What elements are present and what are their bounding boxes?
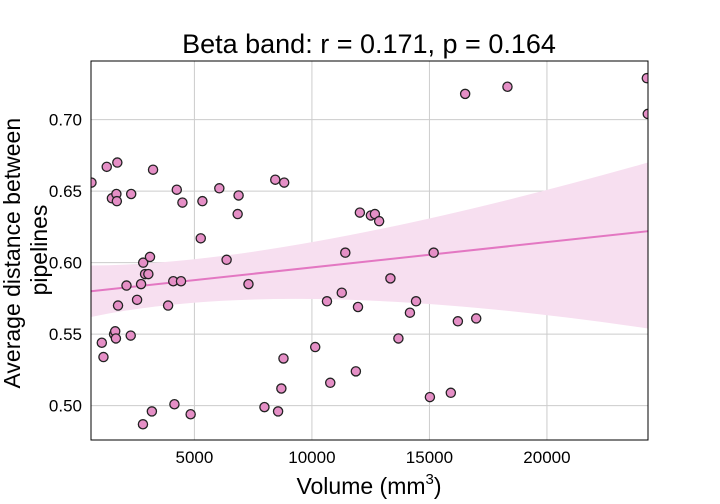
data-point-22 [146,406,158,417]
data-point-9 [111,195,123,207]
data-point-58 [410,296,422,307]
x-tick-label: 20000 [523,448,570,467]
data-point-39 [270,174,281,185]
data-point-27 [171,184,183,195]
data-point-43 [278,177,290,188]
data-point-3 [101,161,112,173]
data-point-45 [321,296,333,307]
data-point-14 [125,188,137,200]
data-point-60 [428,247,439,258]
data-point-35 [232,208,243,220]
data-point-17 [137,419,149,430]
data-point-18 [137,257,149,268]
data-point-61 [445,387,457,399]
chart-title: Beta band: r = 0.171, p = 0.164 [182,29,556,59]
confidence-band [91,162,648,329]
data-point-29 [177,197,188,208]
data-point-59 [424,391,436,403]
data-point-63 [459,88,471,100]
plot-frame [90,60,649,441]
data-point-34 [221,254,232,266]
x-axis-label-superscript: 3 [426,471,434,488]
data-point-46 [325,377,336,389]
data-point-65 [502,81,513,92]
data-point-37 [243,278,254,290]
y-axis-label-line-1: Average distance between [0,118,25,389]
data-point-50 [352,301,364,313]
y-tick-label: 0.60 [49,254,82,273]
data-point-56 [393,333,404,344]
y-tick-label: 0.70 [49,111,82,130]
plot-area: 5000 10000 15000 20000 0.50 0.55 0.60 0.65 0.70 [49,60,649,467]
data-point-41 [276,383,287,394]
data-point-13 [125,330,136,341]
data-point-57 [404,307,416,318]
data-point-7 [110,333,122,344]
data-point-33 [214,183,225,194]
data-point-36 [233,190,244,201]
x-axis-label: Volume (mm3) [296,471,441,499]
data-point-55 [385,273,396,284]
data-point-47 [336,287,348,298]
data-point-30 [185,409,196,420]
data-point-23 [147,164,159,175]
data-point-32 [197,195,208,207]
data-point-49 [350,366,362,377]
data-point-2 [98,351,109,363]
data-point-40 [272,406,284,417]
data-point-38 [259,401,270,413]
y-tick-label: 0.50 [49,397,82,416]
x-tick-label: 15000 [406,448,453,467]
data-point-54 [373,215,385,227]
y-tick-label: 0.65 [49,182,82,201]
data-point-31 [195,233,207,244]
y-axis-label-line-2: pipelines [26,205,52,296]
data-point-11 [112,300,124,311]
data-point-10 [112,157,123,168]
data-point-12 [121,280,132,291]
data-point-44 [309,341,321,353]
data-point-26 [169,398,180,410]
data-point-15 [131,294,143,306]
data-point-62 [452,316,464,327]
y-axis-label: Average distance between pipelines [0,111,52,388]
x-axis-label-text: Volume (mm [296,473,425,499]
data-point-48 [340,247,351,258]
y-tick-label: 0.55 [49,325,82,344]
data-point-24 [162,300,174,311]
data-point-16 [135,278,147,290]
data-point-21 [144,251,156,263]
data-point-64 [470,313,482,324]
data-point-1 [96,337,108,348]
x-tick-label: 10000 [288,448,335,467]
x-tick-label: 5000 [175,448,213,467]
data-point-66 [641,72,648,84]
data-point-51 [354,207,366,218]
data-point-42 [278,353,289,364]
x-axis-label-end: ) [434,473,442,499]
data-point-20 [143,268,154,280]
data-point-28 [175,275,187,287]
